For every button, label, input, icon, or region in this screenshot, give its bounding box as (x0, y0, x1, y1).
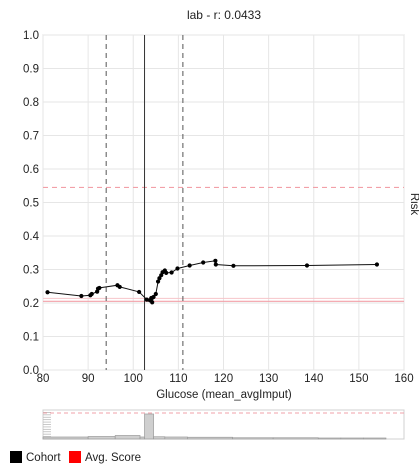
cohort-point (157, 276, 162, 281)
legend-swatch-avg-score (69, 451, 81, 463)
histogram-bar (317, 437, 342, 440)
cohort-point (89, 291, 94, 297)
cohort-point (137, 289, 142, 295)
x-tick-label: 100 (124, 373, 143, 385)
x-tick-label: 150 (349, 373, 368, 385)
cohort-line (47, 260, 377, 303)
histogram-area (42, 409, 405, 440)
y-tick-label: 0.4 (23, 231, 40, 243)
legend-label-cohort: Cohort (26, 452, 61, 464)
x-tick-label: 140 (304, 373, 323, 385)
cohort-point (164, 270, 169, 275)
y-tick-label: 0.5 (23, 198, 39, 210)
x-tick-label: 80 (37, 373, 50, 385)
histogram-bar (139, 436, 145, 440)
x-tick-label: 130 (259, 373, 278, 385)
cohort-point (151, 294, 156, 300)
histogram-bar (144, 413, 154, 440)
histogram-bar (42, 436, 89, 440)
histogram-bar (272, 437, 319, 440)
y-tick-label: 0.6 (23, 164, 39, 176)
cohort-point (175, 266, 180, 271)
cohort-point (213, 262, 218, 267)
cohort-point (117, 284, 122, 290)
histogram-bar (164, 436, 188, 440)
y-axis-label: Risk (408, 193, 419, 216)
x-axis-label: Glucose (mean_avgImput) (156, 389, 292, 401)
histogram-bar (232, 437, 274, 440)
y-tick-label: 0.1 (23, 332, 39, 344)
y-tick-label: 0.2 (23, 298, 39, 310)
plot-area: 0.0 0.1 0.2 0.3 0.4 0.5 0.6 0.7 0.8 0.9 1.0 80 90 100… (23, 30, 414, 385)
cohort-point (201, 260, 206, 265)
y-tick-label: 0.0 (23, 365, 39, 377)
y-tick-label: 0.3 (23, 265, 39, 277)
cohort-point (187, 263, 192, 268)
x-tick-label: 120 (214, 373, 233, 385)
x-tick-label: 160 (394, 373, 413, 385)
cohort-point (150, 300, 155, 305)
x-tick-label: 110 (169, 373, 187, 385)
cohort-point (79, 293, 84, 299)
histogram-bar (363, 437, 387, 440)
cohort-point (231, 263, 236, 268)
histogram-bar (114, 435, 141, 440)
cohort-point (213, 258, 218, 263)
cohort-point (144, 297, 149, 302)
x-tick-label: 90 (82, 373, 95, 385)
histogram-bar (340, 437, 364, 440)
cohort-point (304, 263, 310, 268)
y-tick-label: 0.9 (23, 64, 39, 76)
cohort-point (169, 270, 174, 275)
histogram-frame (42, 409, 405, 440)
histogram-bar (153, 436, 166, 440)
histogram-bar (187, 436, 233, 440)
chart-title: lab - r: 0.0433 (187, 8, 261, 22)
y-tick-label: 0.7 (23, 131, 39, 143)
y-tick-label: 0.8 (23, 97, 39, 109)
cohort-point (97, 285, 102, 291)
cohort-point (374, 262, 380, 267)
legend: Cohort Avg. Score (10, 451, 141, 464)
legend-swatch-cohort (10, 451, 22, 463)
cohort-point (45, 290, 50, 295)
cohort-point (153, 291, 158, 297)
y-tick-label: 1.0 (23, 30, 39, 42)
cohort-point (155, 279, 161, 284)
histogram-bar (87, 436, 116, 440)
legend-label-avg-score: Avg. Score (85, 452, 141, 464)
